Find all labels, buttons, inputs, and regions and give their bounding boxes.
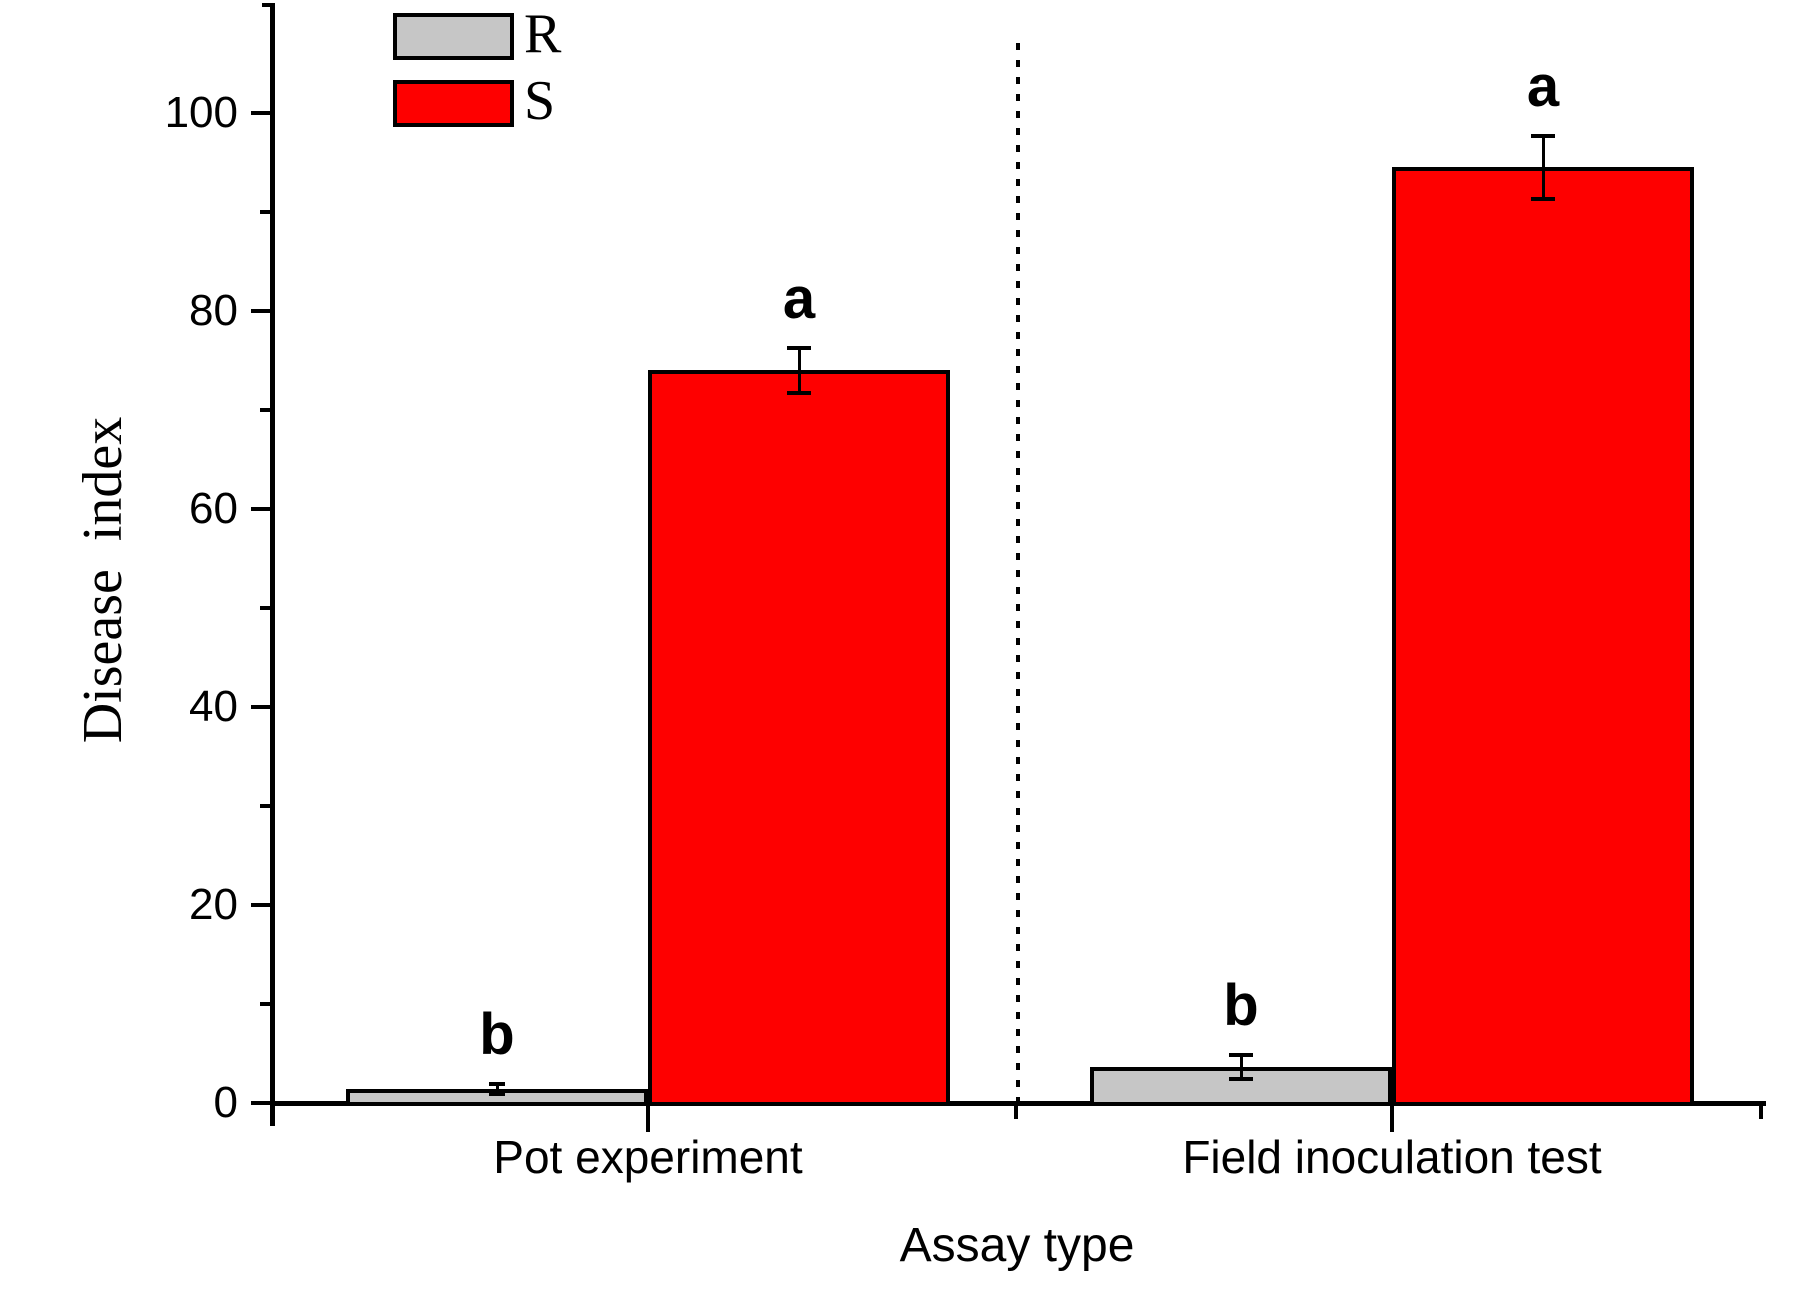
error-bar-cap-bottom <box>1531 197 1555 202</box>
significance-letter: a <box>1526 53 1560 119</box>
y-axis-top-end-tick <box>262 3 272 7</box>
error-bar-cap-top <box>787 345 811 350</box>
significance-letter: b <box>1223 973 1259 1039</box>
error-bar-stem <box>1239 1055 1243 1080</box>
y-axis-tick-label: 0 <box>213 1078 238 1127</box>
y-axis-line <box>270 3 275 1126</box>
y-axis-major-tick <box>251 705 272 709</box>
x-axis-tick <box>1014 1106 1018 1119</box>
bar-s-0 <box>648 370 950 1106</box>
y-axis-tick-label: 20 <box>189 880 238 929</box>
y-axis-tick-label: 80 <box>189 286 238 335</box>
y-axis-minor-tick <box>260 408 272 412</box>
error-bar-cap-bottom <box>489 1092 505 1097</box>
x-axis-tick <box>646 1106 650 1132</box>
error-bar-cap-top <box>489 1082 505 1087</box>
group-separator-dotted-line <box>1016 43 1020 1101</box>
y-axis-minor-tick <box>260 1002 272 1006</box>
error-bar-stem <box>495 1084 499 1095</box>
x-axis-line <box>270 1101 1766 1106</box>
error-bar-cap-top <box>1229 1053 1253 1058</box>
bar-s-1 <box>1392 167 1694 1106</box>
error-bar-cap-bottom <box>1229 1077 1253 1082</box>
legend-label-R: R <box>524 3 562 65</box>
error-bar-stem <box>797 347 801 394</box>
error-bar-cap-top <box>1531 133 1555 138</box>
legend-swatch-S <box>393 80 514 127</box>
y-axis-minor-tick <box>260 804 272 808</box>
y-axis-major-tick <box>251 1101 272 1105</box>
significance-letter: b <box>479 1002 515 1068</box>
significance-letter: a <box>782 265 816 331</box>
y-axis-title: Disease index <box>72 416 134 744</box>
x-axis-title: Assay type <box>899 1219 1135 1272</box>
y-axis-tick-label: 40 <box>189 682 238 731</box>
x-axis-right-end-tick <box>1759 1106 1763 1119</box>
error-bar-stem <box>1541 135 1545 200</box>
y-axis-tick-label: 100 <box>164 88 238 137</box>
x-axis-tick <box>1390 1106 1394 1132</box>
x-category-label-field-inoculation-test: Field inoculation test <box>1182 1131 1602 1183</box>
legend-label-S: S <box>524 70 556 132</box>
y-axis-major-tick <box>251 309 272 313</box>
error-bar-cap-bottom <box>787 391 811 396</box>
legend-swatch-R <box>393 13 514 60</box>
y-axis-minor-tick <box>260 210 272 214</box>
y-axis-major-tick <box>251 507 272 511</box>
y-axis-tick-label: 60 <box>189 484 238 533</box>
y-axis-minor-tick <box>260 606 272 610</box>
x-category-label-pot-experiment: Pot experiment <box>493 1131 803 1183</box>
y-axis-major-tick <box>251 903 272 907</box>
y-axis-major-tick <box>251 111 272 115</box>
